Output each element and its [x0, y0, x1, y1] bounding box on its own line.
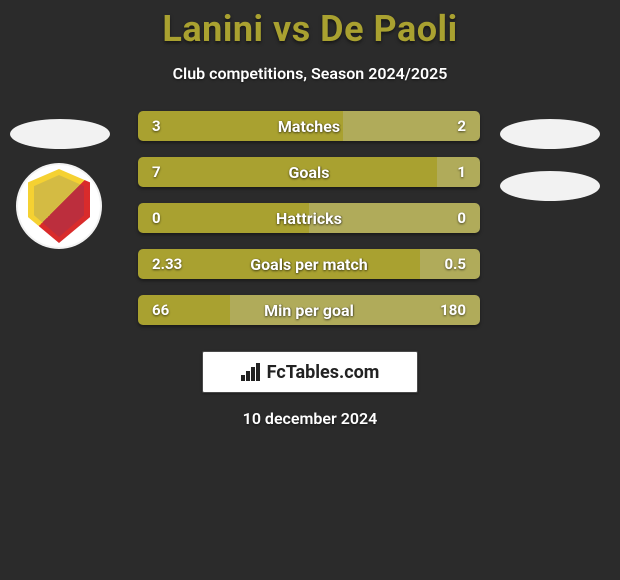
stat-bars: Matches32 Goals71 Hattricks00 Goals per mat… — [138, 111, 480, 341]
stat-row: Min per goal66180 — [138, 295, 480, 325]
stat-row: Matches32 — [138, 111, 480, 141]
stat-bar-right-fill — [309, 203, 480, 233]
stat-row: Hattricks00 — [138, 203, 480, 233]
stat-bar-right-fill — [343, 111, 480, 141]
stat-bar-track — [138, 111, 480, 141]
stat-bar-track — [138, 295, 480, 325]
stat-bar-track — [138, 203, 480, 233]
player-left-name: Lanini — [162, 8, 263, 50]
stat-bar-left-fill — [138, 203, 309, 233]
stat-bar-left-fill — [138, 249, 420, 279]
stat-bar-right-fill — [437, 157, 480, 187]
stat-bar-left-fill — [138, 157, 437, 187]
subtitle: Club competitions, Season 2024/2025 — [0, 64, 620, 83]
stat-bar-track — [138, 157, 480, 187]
stat-row: Goals per match2.330.5 — [138, 249, 480, 279]
player-left-club-badge — [16, 163, 102, 249]
fctables-logo-text: FcTables.com — [267, 362, 380, 383]
player-left-photo-placeholder — [10, 119, 110, 149]
date-text: 10 december 2024 — [0, 409, 620, 428]
page-title: Lanini vs De Paoli — [0, 0, 620, 50]
stat-row: Goals71 — [138, 157, 480, 187]
player-right-photo-placeholder — [500, 119, 600, 149]
stat-bar-left-fill — [138, 111, 343, 141]
stat-bar-right-fill — [230, 295, 480, 325]
stat-bar-track — [138, 249, 480, 279]
fctables-logo: FcTables.com — [202, 351, 418, 393]
player-right-name: De Paoli — [320, 8, 457, 50]
stat-bar-left-fill — [138, 295, 230, 325]
stat-bar-right-fill — [420, 249, 480, 279]
benevento-crest-icon — [28, 169, 90, 243]
bar-chart-icon — [241, 363, 261, 381]
title-vs: vs — [273, 8, 320, 50]
player-right-club-placeholder — [500, 171, 600, 201]
